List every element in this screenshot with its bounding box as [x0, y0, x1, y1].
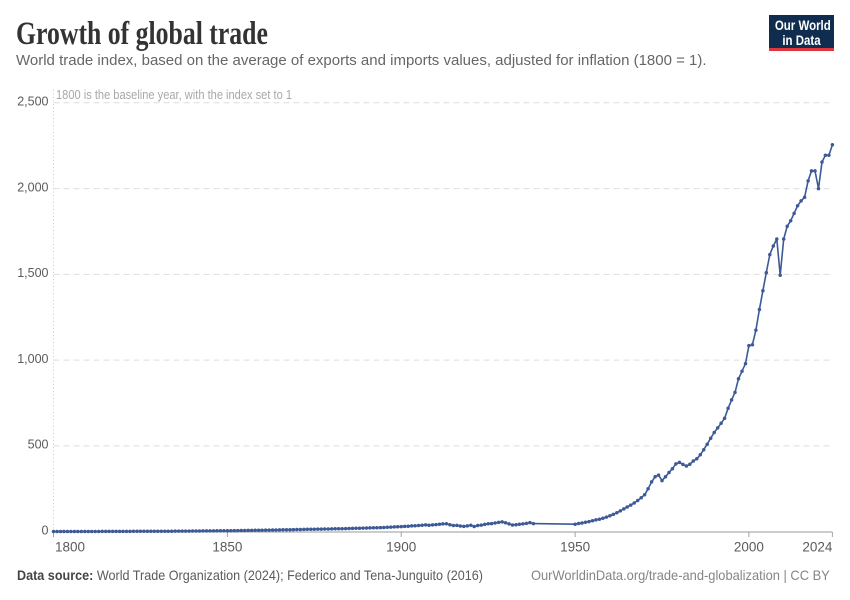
svg-text:500: 500: [28, 438, 49, 452]
svg-text:1,500: 1,500: [17, 266, 48, 280]
svg-text:1900: 1900: [386, 540, 416, 555]
svg-text:2,500: 2,500: [17, 95, 48, 109]
svg-text:1800: 1800: [55, 540, 85, 555]
svg-text:1,000: 1,000: [17, 352, 48, 366]
svg-text:1800 is the baseline year, wit: 1800 is the baseline year, with the inde…: [56, 88, 292, 102]
svg-text:1950: 1950: [560, 540, 590, 555]
svg-text:0: 0: [42, 524, 49, 538]
svg-text:2000: 2000: [734, 540, 764, 555]
svg-text:1850: 1850: [212, 540, 242, 555]
svg-text:2,000: 2,000: [17, 180, 48, 194]
svg-text:2024: 2024: [802, 540, 833, 555]
